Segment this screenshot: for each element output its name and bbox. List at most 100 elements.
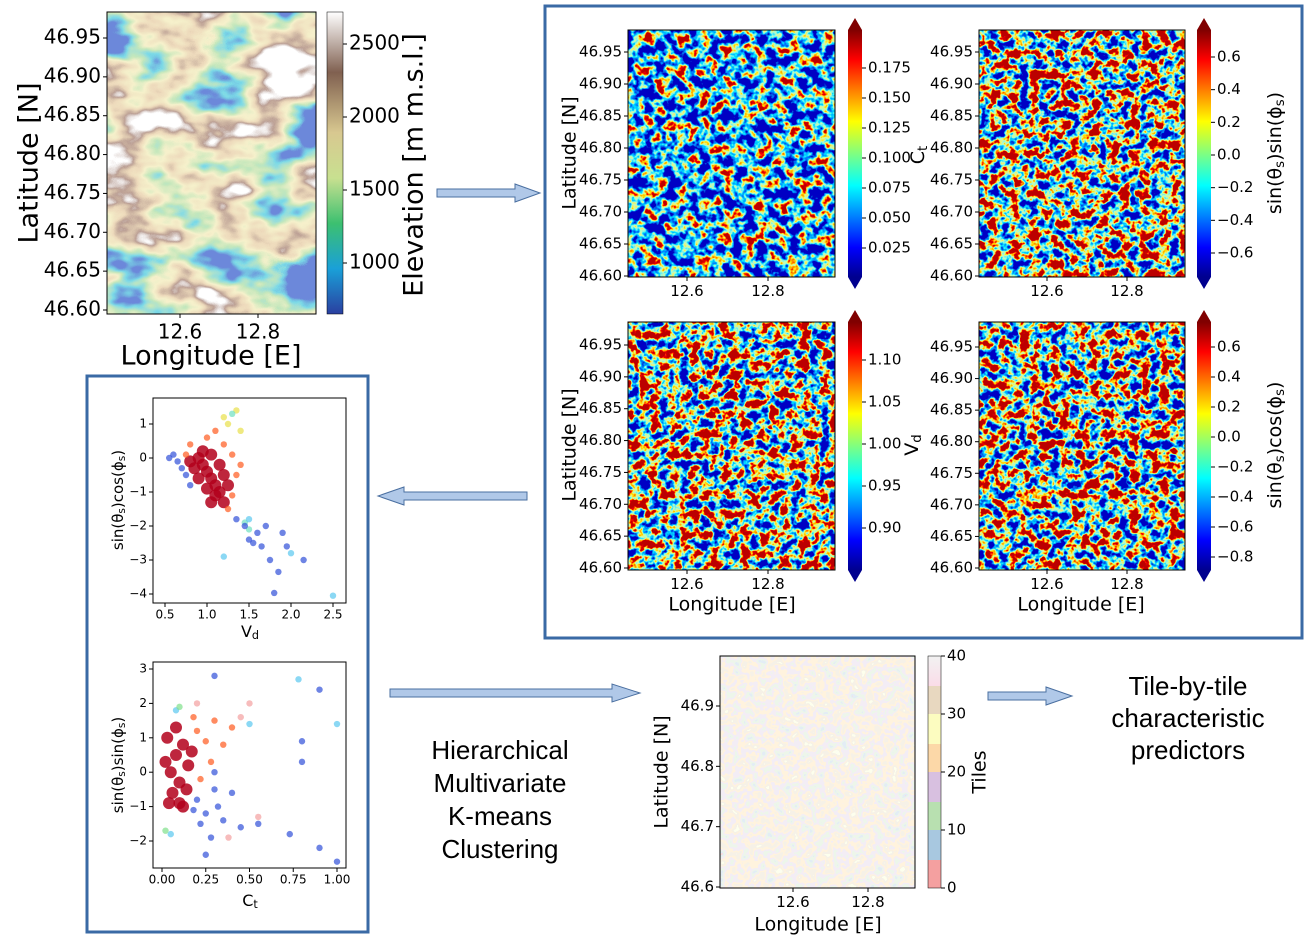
subscript: t bbox=[916, 146, 931, 151]
y-tick-label: 46.75 bbox=[579, 463, 622, 481]
colorbar-tick-label: 1000 bbox=[349, 250, 400, 274]
scatter-point bbox=[162, 827, 169, 834]
scatter-point bbox=[213, 486, 226, 498]
y-tick-label: 46.90 bbox=[579, 367, 622, 385]
x-tick-label: 12.8 bbox=[751, 282, 784, 300]
colorbar-tick-label: 0.050 bbox=[868, 209, 911, 227]
scatter-point bbox=[185, 745, 198, 758]
scatter-point bbox=[201, 482, 213, 495]
y-tick-label: 46.90 bbox=[930, 369, 973, 387]
scatter-point bbox=[187, 441, 194, 448]
y-tick-label: −2 bbox=[129, 834, 147, 848]
scatter-point bbox=[193, 796, 201, 803]
y-tick-label: 46.65 bbox=[579, 235, 622, 253]
y-tick-label: 46.80 bbox=[579, 139, 622, 157]
y-tick-label: 46.85 bbox=[579, 107, 622, 125]
scatter-point bbox=[316, 844, 323, 852]
scatter-point bbox=[207, 834, 215, 841]
colorbar-tick-label: 40 bbox=[947, 647, 966, 665]
x-tick-label: 12.8 bbox=[1110, 282, 1143, 300]
colorbar-extend bbox=[848, 277, 862, 289]
x-tick-label: 2.0 bbox=[281, 608, 300, 622]
panels: 46.9546.9046.8546.8046.7546.7046.6546.60… bbox=[14, 11, 1288, 936]
scatter-point bbox=[271, 589, 278, 597]
colorbar-tick-label: 30 bbox=[947, 705, 966, 723]
scatter-point bbox=[286, 830, 293, 838]
map-image bbox=[628, 322, 835, 570]
colorbar-tick-label: 0.100 bbox=[868, 149, 911, 167]
x-tick-label: 0.50 bbox=[236, 873, 263, 887]
scatter-point bbox=[255, 813, 262, 821]
colorbar-tick-label: 2000 bbox=[349, 104, 400, 128]
label-part: )sin(ϕ bbox=[1264, 106, 1286, 161]
map-image bbox=[720, 656, 915, 888]
scatter-point bbox=[207, 758, 215, 766]
label-part: sin(θ bbox=[109, 514, 127, 551]
x-axis-label: Longitude [E] bbox=[1017, 594, 1144, 616]
colorbar-tick-label: −0.2 bbox=[1217, 458, 1253, 476]
scatter-point bbox=[202, 738, 209, 745]
scatter-point bbox=[298, 738, 306, 745]
y-tick-label: 46.8 bbox=[681, 757, 714, 775]
scatter-point bbox=[266, 556, 274, 564]
x-tick-label: 1.0 bbox=[197, 608, 216, 622]
arrow bbox=[389, 683, 642, 703]
scatter-point bbox=[211, 786, 218, 793]
scatter-point bbox=[233, 516, 240, 523]
y-tick-label: 46.7 bbox=[681, 817, 714, 835]
scatter-point bbox=[225, 834, 232, 841]
colorbar-tick-label: 0 bbox=[947, 879, 957, 897]
scatter-point bbox=[167, 830, 174, 838]
colorbar-tick-label: 1.10 bbox=[868, 351, 901, 369]
y-tick-label: 46.9 bbox=[681, 697, 714, 715]
scatter-point bbox=[228, 724, 236, 731]
scatter-point bbox=[192, 472, 205, 485]
map-image bbox=[979, 30, 1185, 277]
colorbar-tick-label: 1500 bbox=[349, 177, 400, 201]
y-tick-label: 46.60 bbox=[930, 267, 973, 285]
scatter-point bbox=[333, 720, 341, 728]
subscript: s bbox=[1273, 161, 1288, 168]
colorbar-extend bbox=[1197, 277, 1211, 289]
colorbar-tick-label: 2500 bbox=[349, 31, 400, 55]
y-tick-label: 46.60 bbox=[44, 297, 101, 321]
colorbar-tick-label: 1.05 bbox=[868, 393, 901, 411]
scatter-point bbox=[246, 700, 253, 707]
method-label: Multivariate bbox=[434, 768, 567, 798]
colorbar-tick-label: 0.150 bbox=[868, 89, 911, 107]
subscript: s bbox=[1273, 99, 1288, 106]
y-tick-label: 46.65 bbox=[930, 527, 973, 545]
colorbar bbox=[1197, 30, 1211, 277]
y-axis-label: sin(θs)sin(ϕs) bbox=[109, 717, 128, 813]
scatter-point bbox=[298, 758, 306, 766]
map-image bbox=[107, 12, 316, 314]
scatter-point bbox=[213, 458, 226, 471]
scatter-point bbox=[197, 775, 204, 783]
scatter-point bbox=[233, 471, 240, 479]
colorbar-extend bbox=[1197, 310, 1211, 322]
output-label: Tile-by-tile bbox=[1129, 671, 1248, 701]
colorbar-extend bbox=[1197, 18, 1211, 30]
y-tick-label: 46.80 bbox=[579, 431, 622, 449]
scatter-point bbox=[182, 759, 195, 772]
colorbar bbox=[326, 11, 344, 315]
y-tick-label: 46.95 bbox=[44, 25, 101, 49]
y-tick-label: 46.90 bbox=[579, 75, 622, 93]
scatter-point bbox=[295, 676, 302, 683]
map-frame bbox=[627, 29, 836, 278]
scatter-point bbox=[279, 529, 286, 536]
scatter-point bbox=[163, 797, 175, 810]
subscript: s bbox=[116, 456, 128, 461]
colorbar-extend bbox=[848, 570, 862, 582]
scatter-point bbox=[193, 700, 201, 707]
y-tick-label: 46.80 bbox=[930, 139, 973, 157]
scatter-point bbox=[159, 755, 172, 768]
scatter-point bbox=[246, 720, 253, 728]
y-tick-label: 0 bbox=[139, 451, 147, 465]
y-tick-label: 46.6 bbox=[681, 878, 714, 896]
scatter-point bbox=[174, 458, 181, 465]
colorbar-tick-label: 0.95 bbox=[868, 477, 901, 495]
arrow bbox=[436, 183, 542, 203]
y-tick-label: 3 bbox=[139, 662, 147, 676]
colorbar-extend bbox=[848, 310, 862, 322]
